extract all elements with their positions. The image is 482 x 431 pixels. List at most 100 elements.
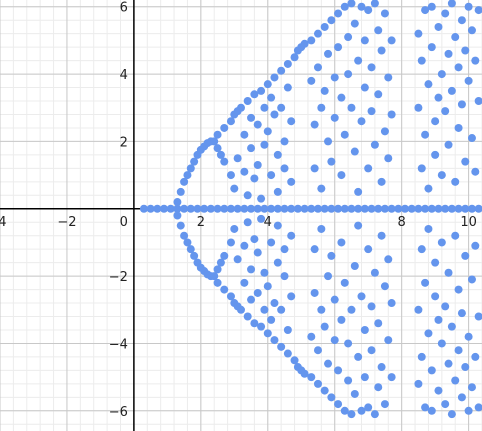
data-point: [447, 86, 456, 95]
data-point: [190, 157, 199, 166]
data-point: [300, 39, 309, 48]
data-point: [327, 157, 336, 166]
data-point: [330, 295, 339, 304]
data-point: [186, 245, 195, 254]
data-point: [287, 177, 296, 186]
data-point: [220, 123, 229, 132]
data-point: [253, 204, 262, 213]
data-point: [367, 302, 376, 311]
data-point: [414, 305, 423, 314]
data-point: [220, 285, 229, 294]
data-point: [441, 204, 450, 213]
data-point: [337, 171, 346, 180]
data-point: [273, 258, 282, 267]
data-point: [374, 204, 383, 213]
data-point: [283, 83, 292, 92]
data-point: [434, 386, 443, 395]
data-point: [240, 167, 249, 176]
data-point: [347, 0, 356, 8]
data-point: [374, 90, 383, 99]
data-point: [474, 6, 482, 15]
data-point: [344, 70, 353, 79]
data-point: [464, 2, 473, 11]
data-point: [451, 177, 460, 186]
data-point: [414, 379, 423, 388]
data-point: [233, 255, 242, 264]
data-point: [360, 373, 369, 382]
data-point: [370, 268, 379, 277]
data-point: [263, 80, 272, 89]
data-point: [257, 86, 266, 95]
data-point: [240, 278, 249, 287]
data-point: [437, 70, 446, 79]
data-point: [320, 386, 329, 395]
data-point: [260, 268, 269, 277]
data-point: [313, 29, 322, 38]
data-point: [377, 231, 386, 240]
data-point: [310, 120, 319, 129]
data-point: [451, 231, 460, 240]
data-point: [447, 410, 456, 419]
data-point: [461, 204, 470, 213]
data-point: [213, 278, 222, 287]
data-point: [340, 204, 349, 213]
data-point: [471, 167, 480, 176]
data-point: [350, 262, 359, 271]
data-point: [220, 204, 229, 213]
data-point: [457, 309, 466, 318]
data-point: [441, 107, 450, 116]
data-point: [324, 49, 333, 58]
data-point: [384, 255, 393, 264]
data-point: [364, 403, 373, 412]
data-point: [367, 346, 376, 355]
data-point: [407, 204, 416, 213]
data-point: [180, 177, 189, 186]
data-point: [421, 278, 430, 287]
data-point: [434, 22, 443, 31]
data-point: [330, 73, 339, 82]
data-point: [427, 2, 436, 11]
data-point: [320, 22, 329, 31]
data-point: [330, 113, 339, 122]
data-point: [364, 6, 373, 15]
data-point: [273, 204, 282, 213]
data-point: [310, 245, 319, 254]
data-point: [380, 204, 389, 213]
data-point: [431, 258, 440, 267]
data-point: [320, 204, 329, 213]
data-point: [374, 26, 383, 35]
data-point: [427, 204, 436, 213]
data-point: [330, 336, 339, 345]
data-point: [260, 204, 269, 213]
data-point: [454, 123, 463, 132]
data-point: [337, 315, 346, 324]
data-point: [441, 9, 450, 18]
data-point: [447, 204, 456, 213]
data-point: [267, 204, 276, 213]
data-point: [467, 383, 476, 392]
data-point: [467, 26, 476, 35]
data-point: [370, 0, 379, 8]
data-point: [347, 410, 356, 419]
data-point: [377, 177, 386, 186]
data-point: [216, 150, 225, 159]
data-point: [474, 97, 482, 106]
data-point: [243, 218, 252, 227]
data-point: [461, 251, 470, 260]
data-point: [280, 272, 289, 281]
data-point: [354, 204, 363, 213]
data-point: [340, 2, 349, 11]
data-point: [417, 56, 426, 65]
data-point: [437, 171, 446, 180]
data-point: [374, 383, 383, 392]
data-point: [277, 66, 286, 75]
data-point: [139, 204, 148, 213]
data-point: [394, 204, 403, 213]
data-point: [263, 282, 272, 291]
data-point: [424, 80, 433, 89]
data-point: [183, 238, 192, 247]
data-point: [240, 241, 249, 250]
data-point: [213, 144, 222, 153]
